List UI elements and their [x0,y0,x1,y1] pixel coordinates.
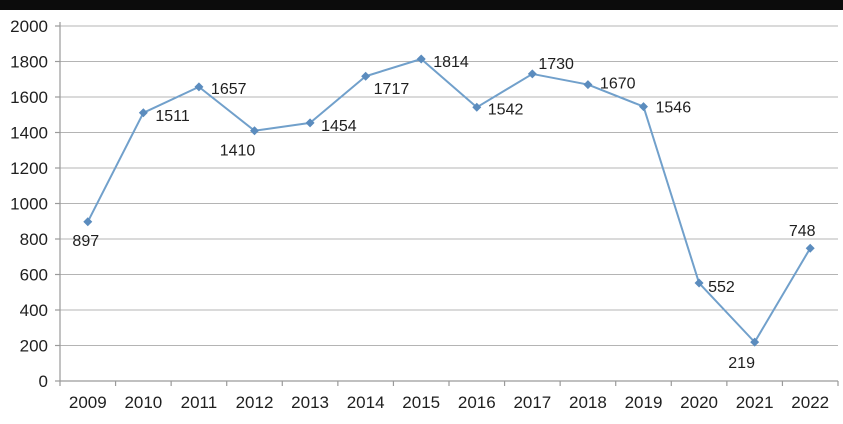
data-label: 1410 [220,143,256,160]
x-tick-label: 2016 [458,393,496,412]
data-label: 1511 [155,108,190,125]
data-label: 748 [789,223,816,240]
data-label: 1546 [656,100,692,117]
data-point-marker[interactable] [305,118,315,128]
data-label: 1657 [211,81,247,98]
data-label: 1670 [600,76,636,93]
x-tick-label: 2017 [513,393,551,412]
data-label: 1542 [488,101,524,118]
series-line [86,58,812,344]
y-tick-label: 800 [20,230,48,249]
y-tick-label: 400 [20,301,48,320]
y-tick-label: 1000 [10,195,48,214]
top-black-bar-rect [0,0,843,10]
data-label: 1717 [374,81,410,98]
x-tick-label: 2012 [236,393,274,412]
data-point-marker[interactable] [639,102,648,112]
data-point-marker[interactable] [694,278,704,288]
data-point-marker[interactable] [416,54,426,64]
data-point-marker[interactable] [805,243,815,253]
data-point-marker[interactable] [361,71,371,81]
y-tick-label: 1600 [10,88,48,107]
x-tick-label: 2015 [402,393,440,412]
x-tick-label: 2009 [69,393,107,412]
y-tick-label: 0 [39,372,48,391]
data-point-marker[interactable] [472,102,482,112]
y-tick-label: 600 [20,266,48,285]
x-tick-label: 2013 [291,393,329,412]
y-tick-label: 1400 [10,124,48,143]
data-label: 552 [708,279,735,296]
data-point-marker[interactable] [583,80,593,90]
data-label: 1454 [321,118,357,135]
y-tick-label: 1200 [10,159,48,178]
x-tick-label: 2021 [736,393,774,412]
data-label: 1814 [433,54,469,71]
y-tick-label: 1800 [10,53,48,72]
x-tick-label: 2011 [181,393,218,412]
x-tick-label: 2018 [569,393,607,412]
data-label: 1730 [538,56,574,73]
x-tick-label: 2010 [124,393,162,412]
x-tick-label: 2022 [791,393,829,412]
x-tick-label: 2014 [347,393,385,412]
y-tick-label: 200 [20,337,48,356]
y-tick-label: 2000 [10,17,48,36]
data-label: 897 [72,233,99,250]
data-point-marker[interactable] [138,108,148,118]
data-point-marker[interactable] [527,69,537,79]
data-label: 219 [728,355,755,372]
data-point-marker[interactable] [83,217,93,227]
data-point-marker[interactable] [250,126,259,136]
x-tick-label: 2019 [625,393,663,412]
data-point-marker[interactable] [194,82,204,92]
x-tick-label: 2020 [680,393,718,412]
data-point-marker[interactable] [750,337,760,347]
